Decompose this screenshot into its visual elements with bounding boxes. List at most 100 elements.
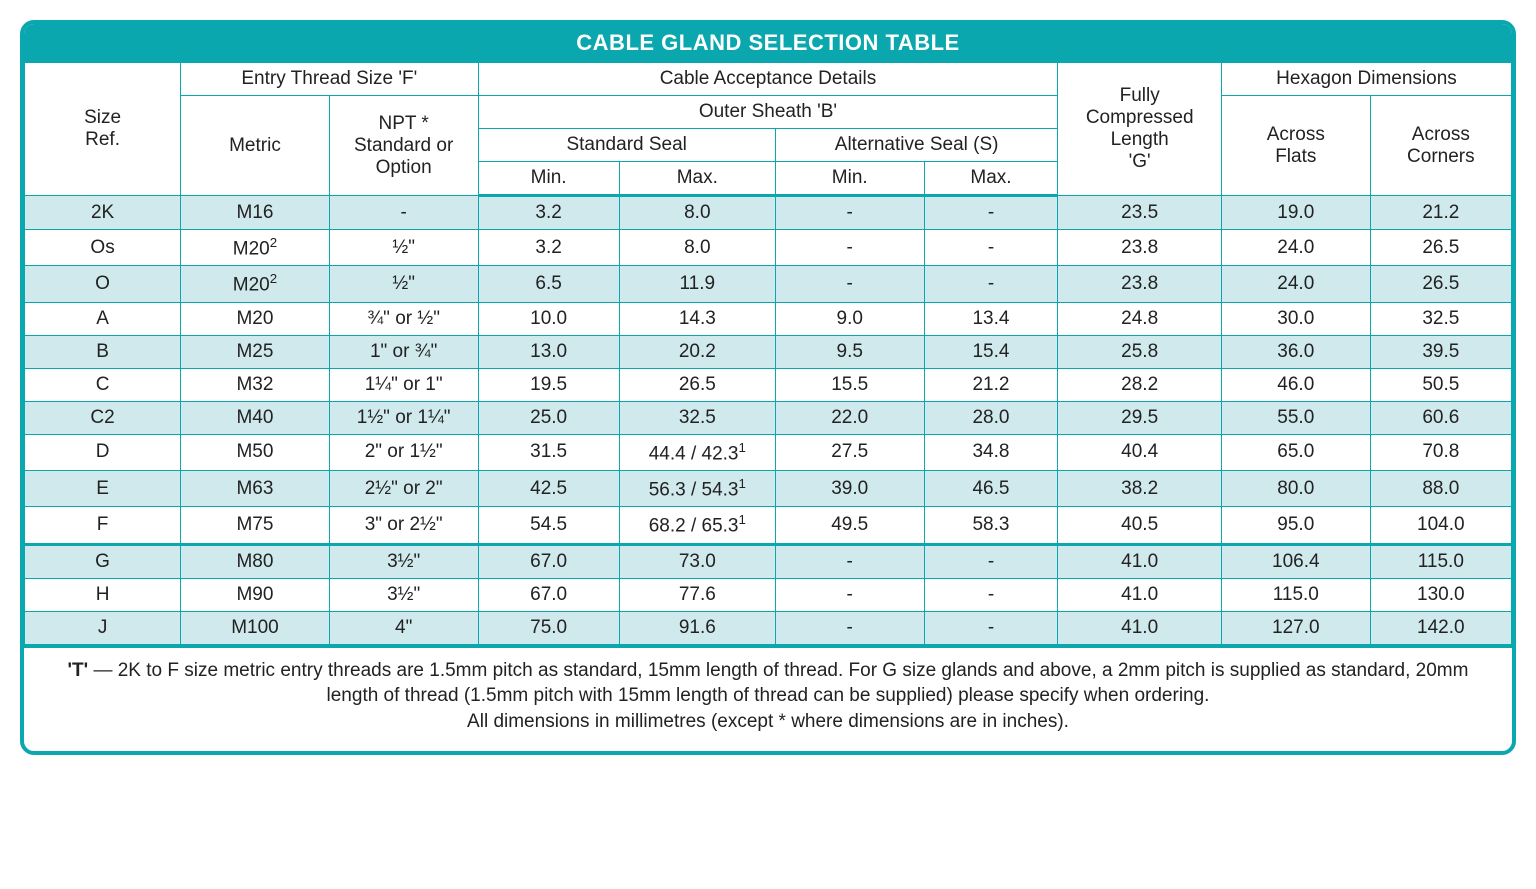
cell: 95.0	[1221, 507, 1370, 544]
table-body: 2KM16-3.28.0--23.519.021.2OsM202½"3.28.0…	[25, 196, 1512, 645]
cell: 30.0	[1221, 302, 1370, 335]
hdr-std-max: Max.	[619, 162, 775, 196]
cell: M50	[181, 434, 330, 470]
cell: 67.0	[478, 544, 619, 578]
hdr-hexagon: Hexagon Dimensions	[1221, 63, 1511, 96]
cell: M20	[181, 302, 330, 335]
cell: 1¼" or 1"	[329, 368, 478, 401]
cell: C2	[25, 401, 181, 434]
cell: 29.5	[1058, 401, 1222, 434]
table-row: GM803½"67.073.0--41.0106.4115.0	[25, 544, 1512, 578]
cell: M63	[181, 470, 330, 506]
cell: -	[924, 230, 1058, 266]
cell: 44.4 / 42.31	[619, 434, 775, 470]
footnote: 'T' — 2K to F size metric entry threads …	[24, 645, 1512, 751]
table-row: OsM202½"3.28.0--23.824.026.5	[25, 230, 1512, 266]
cell: -	[924, 544, 1058, 578]
cell: Os	[25, 230, 181, 266]
cell: -	[924, 266, 1058, 302]
cell: B	[25, 335, 181, 368]
cell: 32.5	[1370, 302, 1511, 335]
cell: ¾" or ½"	[329, 302, 478, 335]
hdr-cable-accept: Cable Acceptance Details	[478, 63, 1058, 96]
cell: 88.0	[1370, 470, 1511, 506]
cell: 25.8	[1058, 335, 1222, 368]
hdr-std-seal: Standard Seal	[478, 129, 775, 162]
cell: 2K	[25, 196, 181, 230]
cell: M202	[181, 230, 330, 266]
cell: 65.0	[1221, 434, 1370, 470]
cell: 127.0	[1221, 611, 1370, 644]
cell: G	[25, 544, 181, 578]
cell: 28.0	[924, 401, 1058, 434]
cell: 106.4	[1221, 544, 1370, 578]
cell: 3.2	[478, 196, 619, 230]
cell: 54.5	[478, 507, 619, 544]
cell: 42.5	[478, 470, 619, 506]
cell: 50.5	[1370, 368, 1511, 401]
cell: 36.0	[1221, 335, 1370, 368]
cell: -	[775, 196, 924, 230]
cell: H	[25, 578, 181, 611]
cell: 56.3 / 54.31	[619, 470, 775, 506]
table-row: HM903½"67.077.6--41.0115.0130.0	[25, 578, 1512, 611]
cell: 6.5	[478, 266, 619, 302]
cell: 1" or ¾"	[329, 335, 478, 368]
cell: 24.0	[1221, 266, 1370, 302]
cell: 28.2	[1058, 368, 1222, 401]
cell: 104.0	[1370, 507, 1511, 544]
cell: -	[924, 611, 1058, 644]
cell: -	[924, 578, 1058, 611]
table-head: Size Ref. Entry Thread Size 'F' Cable Ac…	[25, 63, 1512, 196]
cell: 91.6	[619, 611, 775, 644]
cell: 23.8	[1058, 230, 1222, 266]
cell: 11.9	[619, 266, 775, 302]
selection-table: Size Ref. Entry Thread Size 'F' Cable Ac…	[24, 62, 1512, 645]
cell: 142.0	[1370, 611, 1511, 644]
cell: 9.0	[775, 302, 924, 335]
cell: 40.5	[1058, 507, 1222, 544]
cell: 31.5	[478, 434, 619, 470]
cell: -	[775, 266, 924, 302]
cell: 25.0	[478, 401, 619, 434]
cell: 24.8	[1058, 302, 1222, 335]
cell: 75.0	[478, 611, 619, 644]
cell: M80	[181, 544, 330, 578]
cell: 39.0	[775, 470, 924, 506]
cell: 68.2 / 65.31	[619, 507, 775, 544]
hdr-outer-sheath: Outer Sheath 'B'	[478, 96, 1058, 129]
cell: 9.5	[775, 335, 924, 368]
hdr-fully-compressed: Fully Compressed Length 'G'	[1058, 63, 1222, 196]
cell: M40	[181, 401, 330, 434]
cell: 10.0	[478, 302, 619, 335]
cell: 60.6	[1370, 401, 1511, 434]
cell: A	[25, 302, 181, 335]
cell: 15.5	[775, 368, 924, 401]
cell: M25	[181, 335, 330, 368]
cell: 3.2	[478, 230, 619, 266]
cell: 41.0	[1058, 578, 1222, 611]
cell: 21.2	[924, 368, 1058, 401]
cell: M16	[181, 196, 330, 230]
cell: ½"	[329, 230, 478, 266]
table-row: JM1004"75.091.6--41.0127.0142.0	[25, 611, 1512, 644]
cell: 41.0	[1058, 611, 1222, 644]
cell: J	[25, 611, 181, 644]
cell: 58.3	[924, 507, 1058, 544]
table-title: CABLE GLAND SELECTION TABLE	[24, 24, 1512, 62]
hdr-std-min: Min.	[478, 162, 619, 196]
cell: ½"	[329, 266, 478, 302]
cell: M202	[181, 266, 330, 302]
cell: 130.0	[1370, 578, 1511, 611]
cell: D	[25, 434, 181, 470]
cell: M100	[181, 611, 330, 644]
cell: 2½" or 2"	[329, 470, 478, 506]
table-row: DM502" or 1½"31.544.4 / 42.3127.534.840.…	[25, 434, 1512, 470]
cell: 24.0	[1221, 230, 1370, 266]
cell: -	[775, 544, 924, 578]
cell: 49.5	[775, 507, 924, 544]
cell: M32	[181, 368, 330, 401]
cell: 73.0	[619, 544, 775, 578]
cell: -	[775, 578, 924, 611]
cell: 34.8	[924, 434, 1058, 470]
